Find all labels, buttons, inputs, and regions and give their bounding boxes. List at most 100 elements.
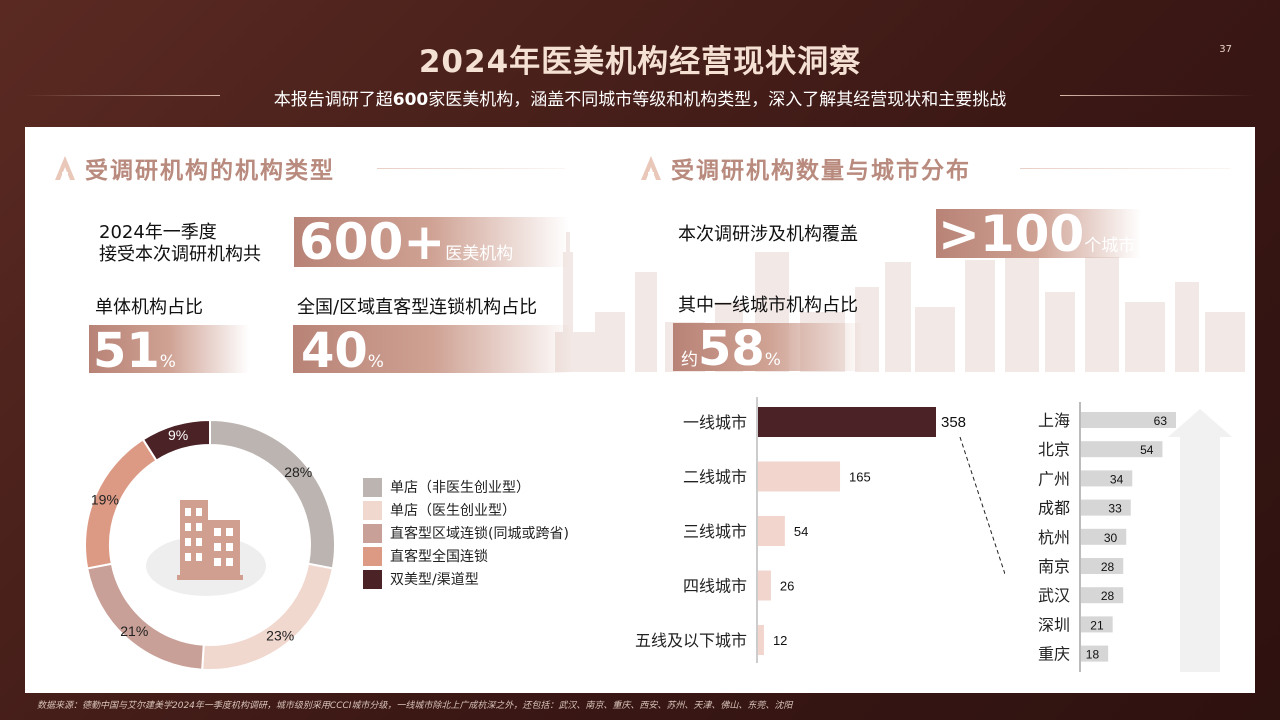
city-label: 广州	[1038, 470, 1070, 488]
city-value-label: 18	[1086, 648, 1100, 662]
type-donut-chart: 28% 23% 21% 19% 9%	[84, 418, 336, 671]
tier-bar	[758, 407, 936, 437]
legend-swatch	[363, 500, 382, 520]
building-icon	[177, 500, 243, 580]
city-value-label: 63	[1154, 414, 1168, 428]
right-section-title: 受调研机构数量与城市分布	[671, 158, 971, 184]
city-bar	[1081, 587, 1124, 604]
legend-label: 双美型/渠道型	[390, 572, 479, 588]
content-panel: 受调研机构的机构类型 2024年一季度 接受本次调研机构共 600+医美机构 单…	[25, 127, 1255, 693]
legend-label: 单店（医生创业型）	[390, 503, 516, 519]
city-bar-chart: 上海 63 北京 54 广州 34 成都 33 杭州 30 南京 28 武汉 28 深圳 21 重庆 18	[1038, 402, 1232, 672]
city-value-label: 21	[1090, 618, 1104, 632]
city-value-label: 54	[1140, 443, 1154, 457]
page-number: 37	[1219, 44, 1232, 55]
single-label: 单体机构占比	[95, 297, 203, 318]
city-label: 武汉	[1038, 587, 1070, 605]
total-value-wrap: 600+医美机构	[299, 213, 513, 271]
tier-value-label: 358	[941, 414, 966, 431]
total-band	[294, 217, 569, 267]
tier1-band	[673, 323, 863, 371]
left-section-title: 受调研机构的机构类型	[85, 158, 335, 184]
tier-connector-line	[959, 436, 1005, 576]
city-bar	[1081, 441, 1163, 458]
tier1-label: 其中一线城市机构占比	[678, 295, 858, 316]
chain-band	[293, 325, 573, 373]
donut-slice-label: 9%	[168, 427, 188, 443]
city-label: 成都	[1038, 500, 1070, 518]
page-title: 2024年医美机构经营现状洞察	[418, 44, 862, 80]
brand-a-icon	[641, 156, 661, 180]
donut-slice-label: 19%	[91, 492, 119, 508]
legend-item: 单店（医生创业型）	[363, 500, 516, 520]
legend-label: 单店（非医生创业型）	[390, 480, 530, 496]
tier-value-label: 54	[794, 524, 808, 539]
growth-arrow-icon	[1168, 409, 1232, 672]
tier1-value-wrap: 约58%	[681, 321, 781, 377]
subtitle-bold: 600	[392, 90, 429, 110]
right-section-line	[1020, 168, 1230, 169]
tier-category-label: 二线城市	[683, 469, 747, 487]
subtitle-post: 家医美机构，涵盖不同城市等级和机构类型，深入了解其经营现状和主要挑战	[428, 90, 1007, 110]
legend-item: 直客型全国连锁	[363, 546, 488, 566]
legend-label: 直客型全国连锁	[390, 549, 488, 565]
tier-bar	[758, 461, 841, 492]
total-unit: 医美机构	[445, 244, 514, 264]
tier-category-label: 五线及以下城市	[635, 632, 747, 650]
subtitle-rule-right	[1060, 95, 1255, 96]
coverage-unit: 个城市	[1084, 236, 1136, 256]
city-label: 杭州	[1038, 529, 1070, 547]
donut-slice-label: 23%	[266, 627, 294, 643]
coverage-label: 本次调研涉及机构覆盖	[678, 224, 858, 245]
legend-swatch	[363, 569, 382, 589]
legend-item: 单店（非医生创业型）	[363, 477, 530, 497]
city-skyline	[555, 232, 1245, 372]
chain-value-wrap: 40%	[301, 323, 384, 379]
city-bar	[1081, 499, 1131, 516]
city-bar	[1081, 528, 1127, 545]
tier-bar	[758, 570, 771, 601]
legend-swatch	[363, 523, 382, 543]
left-section-line	[377, 168, 565, 169]
legend-item: 双美型/渠道型	[363, 569, 479, 589]
brand-a-icon	[55, 156, 75, 180]
city-value-label: 28	[1101, 589, 1115, 603]
total-value: 600+	[299, 213, 446, 271]
tier1-unit: %	[764, 350, 781, 370]
single-unit: %	[159, 352, 176, 372]
chain-unit: %	[367, 352, 384, 372]
footnote: 数据来源：德勤中国与艾尔建美学2024年一季度机构调研，城市级别采用CCCI城市…	[37, 701, 793, 711]
city-label: 重庆	[1038, 646, 1070, 664]
city-bar	[1081, 558, 1124, 574]
tier-category-label: 三线城市	[683, 523, 747, 541]
coverage-value-wrap: >100个城市	[938, 205, 1135, 263]
right-section-header: 受调研机构数量与城市分布	[639, 150, 971, 186]
city-label: 深圳	[1038, 616, 1070, 634]
city-label: 北京	[1038, 441, 1070, 459]
left-section-header: 受调研机构的机构类型	[53, 150, 335, 186]
city-value-label: 30	[1104, 531, 1118, 545]
single-value: 51	[93, 323, 160, 379]
subtitle: 本报告调研了超600家医美机构，涵盖不同城市等级和机构类型，深入了解其经营现状和…	[0, 85, 1280, 110]
donut-slice-label: 21%	[120, 623, 148, 639]
tier1-prefix: 约	[681, 350, 698, 370]
subtitle-pre: 本报告调研了超	[273, 90, 393, 110]
city-bar	[1081, 616, 1113, 633]
tier-bar	[758, 625, 764, 655]
intro-line1: 2024年一季度	[99, 222, 217, 243]
subtitle-rule-left	[25, 95, 220, 96]
single-band	[89, 325, 249, 373]
city-value-label: 34	[1110, 472, 1124, 486]
donut-slice-label: 28%	[284, 464, 312, 480]
tier-bar	[758, 516, 785, 546]
coverage-band	[936, 209, 1141, 258]
chain-value: 40	[301, 323, 368, 379]
tier-category-label: 四线城市	[683, 578, 747, 596]
city-value-label: 33	[1108, 502, 1122, 516]
tier-value-label: 26	[780, 579, 794, 594]
tier1-value: 58	[698, 321, 765, 377]
city-label: 上海	[1038, 412, 1070, 430]
single-value-wrap: 51%	[93, 323, 176, 379]
city-label: 南京	[1038, 558, 1070, 576]
chain-label: 全国/区域直客型连锁机构占比	[297, 297, 538, 318]
